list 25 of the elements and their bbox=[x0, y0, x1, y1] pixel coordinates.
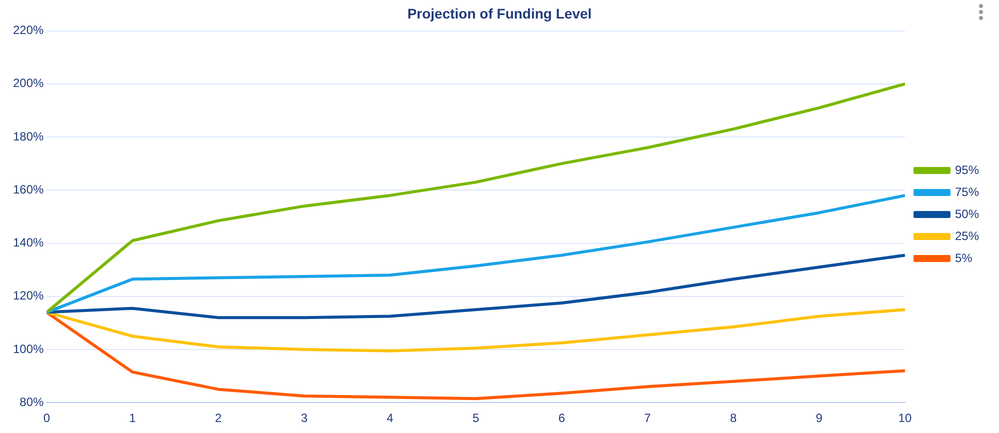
x-tick-label: 10 bbox=[898, 411, 912, 426]
y-tick-label: 120% bbox=[12, 288, 44, 303]
y-tick-label: 140% bbox=[12, 236, 44, 250]
x-tick-label: 9 bbox=[816, 411, 823, 426]
x-tick-label: 5 bbox=[472, 411, 480, 426]
x-tick-label: 4 bbox=[386, 411, 394, 426]
legend-label: 25% bbox=[954, 228, 980, 243]
y-tick-label: 180% bbox=[12, 129, 44, 144]
x-tick-label: 7 bbox=[644, 411, 652, 426]
chart-title: Projection of Funding Level bbox=[407, 5, 592, 22]
x-tick-label: 6 bbox=[558, 411, 566, 426]
y-tick-label: 220% bbox=[12, 23, 44, 38]
legend-label: 5% bbox=[954, 250, 973, 265]
y-tick-label: 200% bbox=[12, 76, 44, 90]
y-tick-label: 80% bbox=[20, 394, 44, 409]
x-tick-label: 2 bbox=[215, 411, 222, 426]
x-tick-label: 0 bbox=[43, 411, 50, 426]
x-tick-label: 8 bbox=[730, 411, 737, 426]
y-tick-label: 100% bbox=[12, 342, 44, 356]
legend-label: 95% bbox=[954, 162, 980, 177]
legend-label: 75% bbox=[954, 184, 980, 199]
legend-label: 50% bbox=[954, 206, 980, 221]
x-tick-label: 1 bbox=[129, 411, 136, 426]
y-tick-label: 160% bbox=[12, 182, 44, 196]
x-tick-label: 3 bbox=[300, 411, 308, 426]
